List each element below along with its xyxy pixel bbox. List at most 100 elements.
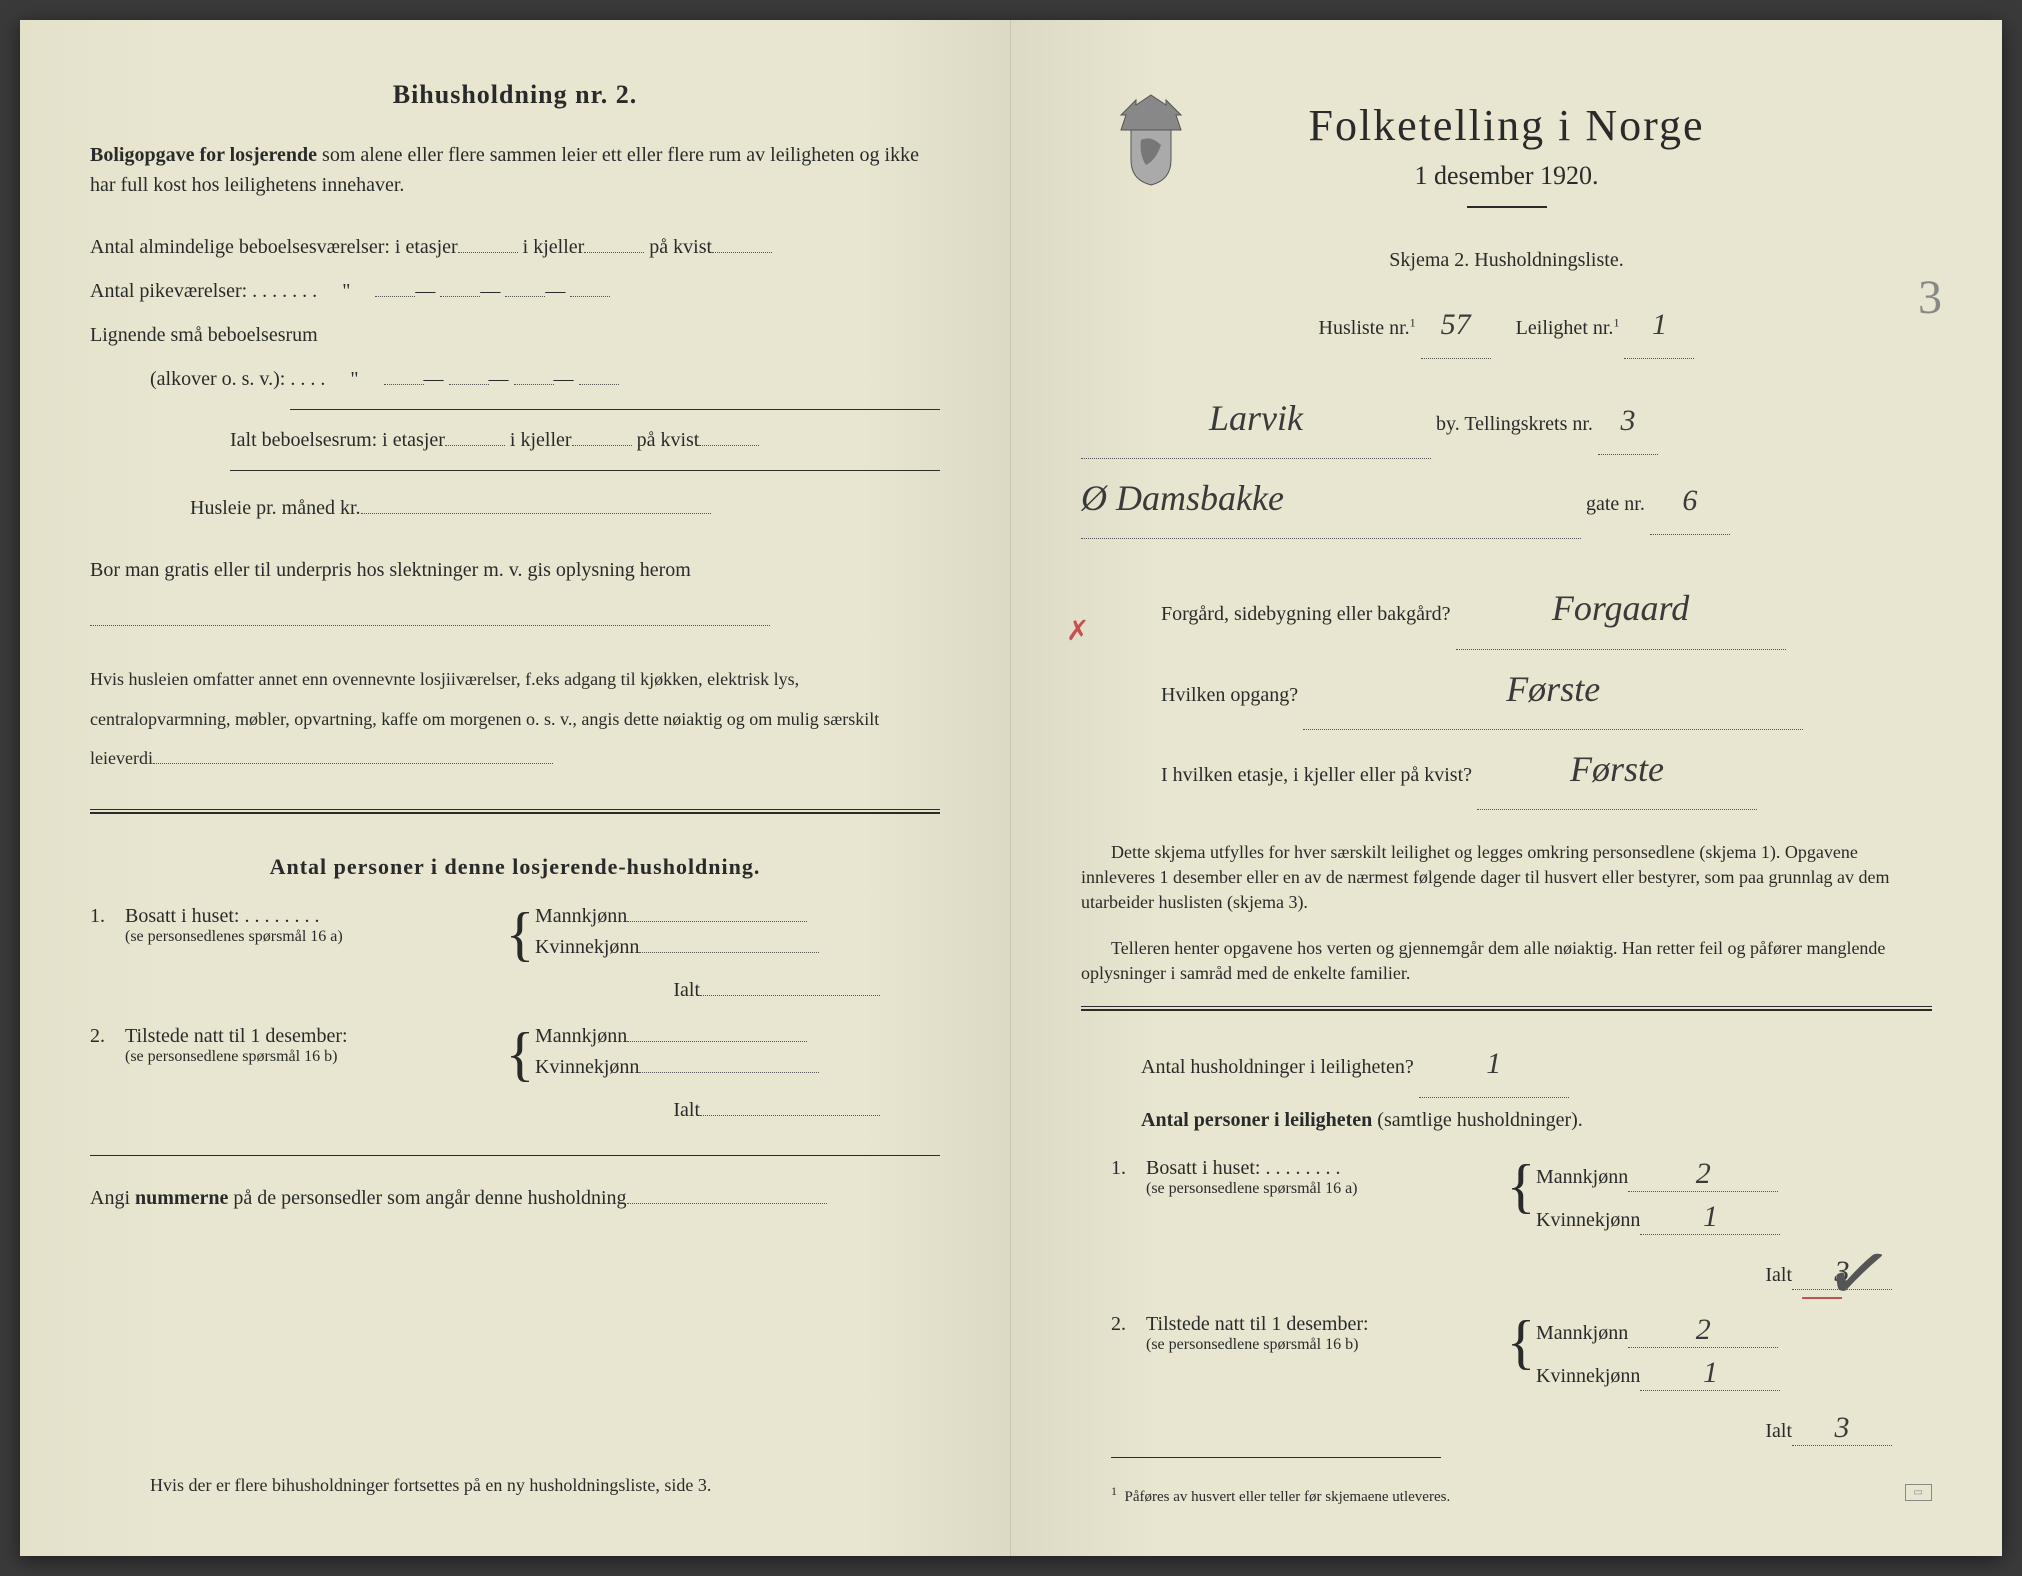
etasje-val: Første (1570, 730, 1664, 809)
line1b-label: i kjeller (523, 236, 585, 258)
footnote-num: 1 (1111, 1484, 1117, 1498)
left-footnote: Hvis der er flere bihusholdninger fortse… (150, 1475, 711, 1496)
brace-icon: { (505, 1025, 535, 1130)
line4c-label: på kvist (637, 429, 700, 451)
right-page: Folketelling i Norge 1 desember 1920. Sk… (1011, 20, 2002, 1556)
item2-label: Tilstede natt til 1 desember: (125, 1025, 505, 1048)
line1a-label: Antal almindelige beboelsesværelser: i e… (90, 236, 458, 258)
by-line: Larvik by. Tellingskrets nr. 3 (1081, 379, 1932, 459)
antal-pers-sub: (samtlige husholdninger). (1372, 1109, 1583, 1131)
husliste-val: 57 (1441, 292, 1471, 358)
husliste-line: Husliste nr.1 57 Leilighet nr.1 1 (1081, 292, 1932, 359)
r-ialt-label: Ialt (1765, 1264, 1792, 1286)
alkover-line-2: (alkover o. s. v.): . . . . " — — — (150, 357, 940, 401)
line4a-label: Ialt beboelsesrum: i etasjer (230, 429, 445, 451)
kvinne-label: Kvinnekjønn (535, 936, 639, 958)
mann-label: Mannkjønn (535, 905, 627, 927)
red-underline (1802, 1297, 1842, 1299)
antal-hush-label: Antal husholdninger i leiligheten? (1141, 1056, 1414, 1078)
printer-mark: ▭ (1905, 1484, 1932, 1501)
r-item2-label: Tilstede natt til 1 desember: (1146, 1313, 1506, 1336)
r-ialt-label-2: Ialt (1765, 1420, 1792, 1442)
right-item-2: 2. Tilstede natt til 1 desember: (se per… (1111, 1313, 1932, 1454)
r-kvinne-label-2: Kvinnekjønn (1536, 1365, 1640, 1387)
dash1: — (415, 280, 435, 302)
bottom-line-label: Angi nummerne på de personsedler som ang… (90, 1187, 627, 1209)
forgard-label: Forgård, sidebygning eller bakgård? (1161, 603, 1451, 625)
alkover-line-1: Lignende små beboelsesrum (90, 313, 940, 357)
r-item2-label-block: Tilstede natt til 1 desember: (se person… (1146, 1313, 1506, 1454)
ialt-label: Ialt (673, 979, 700, 1001)
by-label: by. Tellingskrets nr. (1436, 413, 1593, 435)
gate-num: 6 (1682, 468, 1697, 534)
item1-label-block: Bosatt i huset: . . . . . . . . (se pers… (125, 905, 505, 1010)
census-document: Bihusholdning nr. 2. Boligopgave for los… (20, 20, 2002, 1556)
dash5: — (489, 368, 509, 390)
item1-label: Bosatt i huset: . . . . . . . . (125, 905, 505, 928)
gate-line: Ø Damsbakke gate nr. 6 (1081, 459, 1932, 539)
leilighet-val: 1 (1652, 292, 1667, 358)
opgang-line: Hvilken opgang? Første (1161, 650, 1932, 730)
intro-text: Boligopgave for losjerende som alene ell… (90, 140, 940, 200)
ialt-rooms-line: Ialt beboelsesrum: i etasjer i kjeller p… (230, 418, 940, 462)
item1-sub: (se personsedlenes spørsmål 16 a) (125, 928, 505, 946)
forgard-line: Forgård, sidebygning eller bakgård? Forg… (1161, 569, 1932, 649)
r-item2-values: Mannkjønn 2 Kvinnekjønn 1 Ialt 3 (1536, 1313, 1932, 1454)
krets-val: 3 (1620, 388, 1635, 454)
coat-of-arms-icon (1111, 90, 1191, 190)
line7-label: Hvis husleien omfatter annet enn ovennev… (90, 669, 879, 768)
dash6: — (554, 368, 574, 390)
antal-hush-val: 1 (1486, 1031, 1501, 1097)
i2-val: 3 (1835, 1411, 1850, 1445)
pikevaerelser-line: Antal pikeværelser: . . . . . . . " — — … (90, 269, 940, 313)
left-item-1: 1. Bosatt i huset: . . . . . . . . (se p… (90, 905, 940, 1010)
r-item-num-2: 2. (1111, 1313, 1146, 1454)
r-item-num-1: 1. (1111, 1157, 1146, 1298)
forgard-val: Forgaard (1552, 569, 1689, 648)
k1-val: 1 (1703, 1200, 1718, 1234)
opgang-label: Hvilken opgang? (1161, 684, 1298, 706)
item-num-1: 1. (90, 905, 125, 1010)
m1-val: 2 (1696, 1157, 1711, 1191)
line2-label: Antal pikeværelser: . . . . . . . (90, 280, 317, 302)
m2-val: 2 (1696, 1313, 1711, 1347)
k2-val: 1 (1703, 1356, 1718, 1390)
item2-label-block: Tilstede natt til 1 desember: (se person… (125, 1025, 505, 1130)
quote2: " (350, 368, 358, 390)
antal-hush-line: Antal husholdninger i leiligheten? 1 (1141, 1031, 1932, 1098)
line1c-label: på kvist (649, 236, 712, 258)
intro-bold: Boligopgave for losjerende (90, 144, 317, 166)
instructions-2: Telleren henter opgavene hos verten og g… (1081, 936, 1932, 986)
by-val: Larvik (1209, 379, 1303, 458)
crest-svg (1111, 90, 1191, 190)
dash2: — (480, 280, 500, 302)
r-mann-label-2: Mannkjønn (1536, 1322, 1628, 1344)
brace-icon: { (1506, 1157, 1536, 1298)
r-kvinne-label: Kvinnekjønn (1536, 1209, 1640, 1231)
nummerne-line: Angi nummerne på de personsedler som ang… (90, 1176, 940, 1220)
line5-label: Husleie pr. måned kr. (190, 497, 361, 519)
antal-pers-line: Antal personer i leiligheten (samtlige h… (1141, 1098, 1932, 1142)
gratis-line: Bor man gratis eller til underpris hos s… (90, 545, 940, 645)
leilighet-label: Leilighet nr. (1516, 317, 1614, 339)
title-divider (1467, 206, 1547, 208)
dash4: — (424, 368, 444, 390)
mann-label-2: Mannkjønn (535, 1025, 627, 1047)
antal-pers-label: Antal personer i leiligheten (1141, 1109, 1372, 1131)
gate-label: gate nr. (1586, 493, 1650, 515)
husleie-line: Husleie pr. måned kr. (190, 486, 940, 530)
brace-icon: { (1506, 1313, 1536, 1454)
line6-label: Bor man gratis eller til underpris hos s… (90, 559, 691, 581)
left-item-2: 2. Tilstede natt til 1 desember: (se per… (90, 1025, 940, 1130)
dash3: — (545, 280, 565, 302)
r-item2-sub: (se personsedlene spørsmål 16 b) (1146, 1336, 1506, 1354)
left-page: Bihusholdning nr. 2. Boligopgave for los… (20, 20, 1011, 1556)
footnote-text: Påføres av husvert eller teller før skje… (1125, 1489, 1451, 1505)
gate-val: Ø Damsbakke (1081, 459, 1284, 538)
main-subtitle: 1 desember 1920. (1081, 161, 1932, 191)
main-title: Folketelling i Norge (1081, 100, 1932, 151)
persons-title: Antal personer i denne losjerende-hushol… (90, 854, 940, 880)
r-item1-label: Bosatt i huset: . . . . . . . . (1146, 1157, 1506, 1180)
line3a-label: Lignende små beboelsesrum (90, 324, 318, 346)
pencil-3: 3 (1918, 270, 1942, 325)
